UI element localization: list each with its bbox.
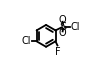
Text: Cl: Cl [21,36,31,46]
Text: Cl: Cl [71,22,80,32]
Text: O: O [59,15,66,25]
Text: F: F [55,47,60,57]
Text: O: O [59,28,66,38]
Text: S: S [60,22,67,32]
